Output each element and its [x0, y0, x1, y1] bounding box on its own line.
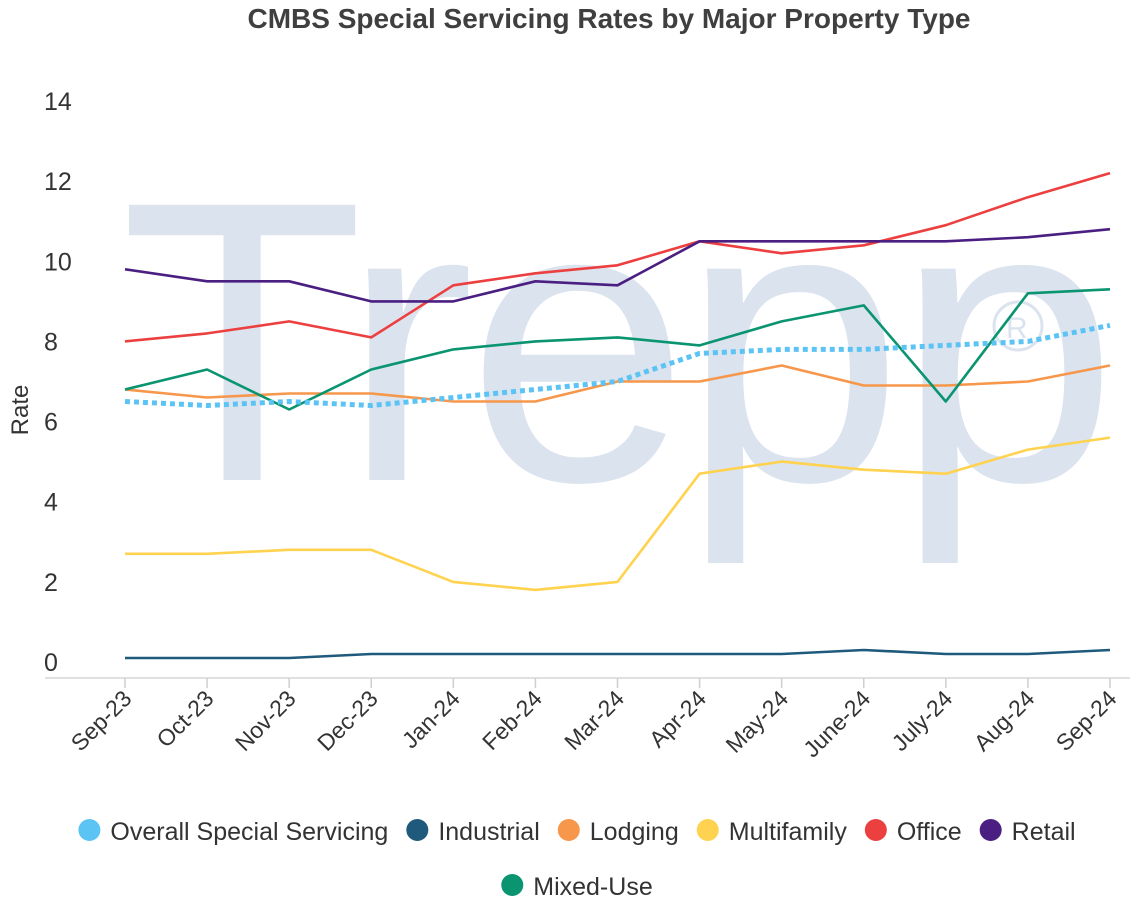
x-tick-label: Oct-23	[151, 685, 218, 752]
series-line-industrial	[125, 648, 1111, 660]
legend-item-retail[interactable]: Retail	[979, 818, 1076, 846]
y-tick-label: 2	[44, 569, 58, 597]
x-tick-label: Apr-24	[644, 685, 711, 752]
legend-label: Retail	[1012, 818, 1076, 846]
legend-marker	[696, 819, 719, 841]
x-tick-label: Sep-23	[66, 685, 137, 756]
series-line-multifamily	[125, 436, 1111, 592]
legend-label: Lodging	[590, 818, 679, 846]
legend-item-multifamily[interactable]: Multifamily	[696, 818, 848, 846]
x-tick-label: June-24	[798, 685, 875, 762]
series-line-retail	[124, 227, 1111, 303]
registered-mark-icon	[992, 300, 1044, 352]
legend-marker	[78, 819, 101, 841]
y-tick-label: 8	[44, 328, 58, 356]
legend-item-office[interactable]: Office	[864, 818, 962, 846]
legend-label: Overall Special Servicing	[110, 818, 388, 846]
legend-label: Industrial	[438, 818, 539, 846]
legend-item-lodging[interactable]: Lodging	[557, 818, 679, 846]
legend-item-industrial[interactable]: Industrial	[406, 818, 540, 846]
x-tick-label: Nov-23	[230, 685, 301, 756]
series-line-overall-special-servicing	[124, 322, 1111, 408]
y-axis-ticks: 0 2 4 6 8 10 12 14	[44, 88, 72, 677]
x-tick-label: Mar-24	[559, 685, 629, 755]
legend-marker	[557, 819, 580, 841]
legend-marker	[864, 819, 887, 841]
legend-marker	[979, 819, 1002, 841]
legend-label: Office	[897, 818, 962, 846]
x-tick-label: Dec-23	[312, 685, 383, 756]
legend-item-overall-special-servicing[interactable]: Overall Special Servicing	[78, 818, 388, 846]
series-lines	[124, 171, 1111, 660]
x-tick-label: Sep-24	[1051, 685, 1122, 756]
x-tick-label: Jan-24	[397, 685, 465, 753]
y-tick-label: 6	[44, 409, 58, 437]
legend: Overall Special Servicing Industrial Lodgi…	[78, 818, 1076, 901]
y-axis-title: Rate	[7, 385, 34, 436]
legend-marker	[406, 819, 429, 841]
y-tick-label: 4	[44, 489, 58, 517]
y-tick-label: 10	[44, 248, 72, 276]
series-line-lodging	[124, 364, 1111, 403]
y-tick-label: 0	[44, 649, 58, 677]
trepp-watermark: Trepp R	[120, 118, 1118, 568]
series-line-office	[124, 171, 1111, 343]
x-tick-label: July-24	[887, 685, 958, 756]
x-axis-ticks: Sep-23 Oct-23 Nov-23 Dec-23 Jan-24 Feb-24 Mar-…	[66, 678, 1122, 762]
y-tick-label: 12	[44, 168, 72, 196]
x-tick-label: May-24	[721, 685, 794, 758]
x-tick-label: Aug-24	[969, 685, 1040, 756]
x-tick-label: Feb-24	[477, 685, 547, 755]
legend-label: Mixed-Use	[533, 873, 652, 901]
legend-marker	[501, 874, 524, 896]
watermark-logo-text: Trepp	[120, 118, 1110, 568]
chart-title: CMBS Special Servicing Rates by Major Pr…	[247, 3, 970, 34]
registered-mark-letter: R	[1006, 312, 1028, 345]
legend-label: Multifamily	[729, 818, 848, 846]
legend-item-mixed-use[interactable]: Mixed-Use	[501, 873, 653, 901]
series-line-mixed-use	[124, 288, 1111, 411]
y-tick-label: 14	[44, 88, 72, 116]
